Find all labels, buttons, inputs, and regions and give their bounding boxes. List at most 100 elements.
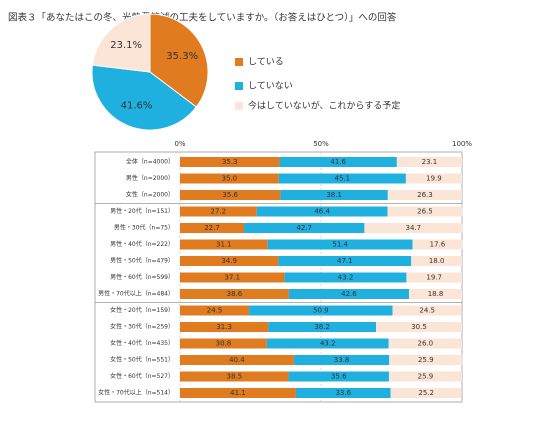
bar-label: 34.9 xyxy=(221,257,237,265)
bar-label: 50.9 xyxy=(313,307,329,315)
bar-segment xyxy=(406,272,462,283)
legend-label: 今はしていないが、これからする予定 xyxy=(248,100,400,112)
bar-segment xyxy=(284,272,407,283)
bar-segment xyxy=(280,190,388,200)
legend-swatch xyxy=(235,58,243,66)
bar-label: 26.0 xyxy=(418,340,434,348)
bar-segment xyxy=(388,371,462,382)
bar-segment xyxy=(180,355,294,365)
bar-label: 41.6 xyxy=(330,158,346,166)
bar-label: 31.1 xyxy=(216,241,232,249)
bar-label: 45.1 xyxy=(334,175,350,183)
bar-label: 38.1 xyxy=(326,191,342,199)
bar-segment xyxy=(180,239,268,250)
bar-segment xyxy=(267,239,413,250)
bar-segment xyxy=(392,305,462,316)
bar-segment xyxy=(249,305,393,316)
bar-segment xyxy=(375,322,462,332)
bar-segment xyxy=(364,223,463,233)
bar-label: 27.2 xyxy=(211,208,227,216)
chart-title: 図表３「あなたはこの冬、光熱費節減の工夫をしていますか。（お答えはひとつ）」への… xyxy=(8,12,397,24)
y-tick-label: 女性・70代以上（n=514） xyxy=(98,389,174,397)
bar-label: 35.6 xyxy=(331,373,347,381)
bar-label: 30.8 xyxy=(216,340,232,348)
bar-label: 35.0 xyxy=(222,175,238,183)
bar-segment xyxy=(288,289,409,299)
bar-label: 25.2 xyxy=(418,389,434,397)
bar-segment xyxy=(180,173,279,184)
legend-swatch xyxy=(235,102,243,110)
legend-label: している xyxy=(248,57,284,68)
bar-segment xyxy=(411,256,462,266)
bar-label: 47.1 xyxy=(337,257,353,265)
bar-label: 33.6 xyxy=(335,389,351,397)
bar-label: 24.5 xyxy=(419,307,435,315)
bar-label: 18.0 xyxy=(429,257,445,265)
bar-label: 33.8 xyxy=(334,356,350,364)
bar-label: 38.6 xyxy=(227,290,243,298)
x-tick-label: 0% xyxy=(174,140,185,148)
pie-label: 41.6% xyxy=(121,100,153,111)
y-tick-label: 男性・40代（n=222） xyxy=(110,240,174,248)
bar-label: 41.1 xyxy=(230,389,246,397)
bar-segment xyxy=(293,355,390,365)
bar-label: 37.1 xyxy=(225,274,241,282)
y-tick-label: 女性（n=2000） xyxy=(126,191,174,199)
y-tick-label: 男性・60代（n=599） xyxy=(110,273,174,281)
bar-segment xyxy=(180,371,289,382)
y-tick-label: 男性・20代（n=151） xyxy=(110,207,174,215)
bar-label: 34.7 xyxy=(406,224,422,232)
bar-label: 42.6 xyxy=(341,290,357,298)
y-tick-label: 全体（n=4000） xyxy=(126,158,174,166)
bar-segment xyxy=(180,157,280,167)
bar-segment xyxy=(405,173,462,184)
pie-slice xyxy=(91,64,197,131)
bar-segment xyxy=(387,206,463,217)
pie-label: 35.3% xyxy=(166,51,198,62)
bar-label: 31.3 xyxy=(216,323,232,331)
y-tick-label: 女性・50代（n=551） xyxy=(110,356,174,364)
y-tick-label: 男性・30代（n=75） xyxy=(114,224,174,232)
bar-label: 19.9 xyxy=(426,175,442,183)
bar-segment xyxy=(278,256,412,266)
bar-label: 43.2 xyxy=(338,274,354,282)
y-tick-label: 男性・50代（n=479） xyxy=(110,257,174,265)
bar-label: 24.5 xyxy=(207,307,223,315)
bar-label: 26.3 xyxy=(417,191,433,199)
bar-segment xyxy=(256,206,388,217)
legend-swatch xyxy=(235,82,243,90)
bar-segment xyxy=(180,206,257,217)
bar-label: 25.9 xyxy=(418,373,434,381)
bar-segment xyxy=(180,256,279,266)
bar-segment xyxy=(180,190,281,200)
bar-segment xyxy=(387,190,462,200)
bar-segment xyxy=(180,272,285,283)
bar-segment xyxy=(388,338,462,349)
bar-segment xyxy=(180,338,267,349)
bar-label: 35.3 xyxy=(222,158,238,166)
bar-label: 23.1 xyxy=(422,158,438,166)
bar-segment xyxy=(396,157,462,167)
legend-label: していない xyxy=(248,81,293,92)
bar-label: 40.4 xyxy=(229,356,245,364)
bar-label: 25.9 xyxy=(418,356,434,364)
bar-label: 19.7 xyxy=(426,274,442,282)
bar-segment xyxy=(408,289,462,299)
bar-label: 43.2 xyxy=(320,340,336,348)
y-tick-label: 男性（n=2000） xyxy=(126,174,174,182)
y-tick-label: 女性・20代（n=159） xyxy=(110,306,174,314)
bar-label: 46.4 xyxy=(314,208,330,216)
bar-segment xyxy=(244,223,365,233)
bar-label: 17.6 xyxy=(430,241,446,249)
bar-segment xyxy=(389,355,463,365)
bar-segment xyxy=(266,338,389,349)
y-tick-label: 女性・40代（n=435） xyxy=(110,339,174,347)
bar-segment xyxy=(180,289,289,299)
pie-slice xyxy=(91,13,151,73)
bar-segment xyxy=(412,239,463,250)
bar-label: 38.5 xyxy=(226,373,242,381)
bar-label: 38.2 xyxy=(314,323,330,331)
bar-label: 51.4 xyxy=(332,241,348,249)
bar-segment xyxy=(180,305,250,316)
